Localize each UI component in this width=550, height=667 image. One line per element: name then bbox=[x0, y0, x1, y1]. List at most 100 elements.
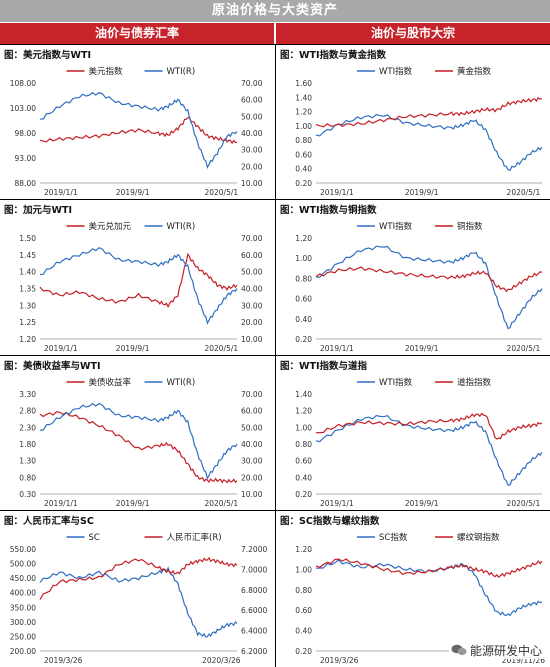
right-tick-label: 10.00 bbox=[241, 335, 263, 344]
left-tick-label: 103.00 bbox=[10, 104, 36, 113]
x-tick-label: 2020/5/1 bbox=[507, 344, 541, 353]
page-title: 原油价格与大类资产 bbox=[0, 0, 550, 22]
left-tick-label: 1.20 bbox=[295, 108, 312, 117]
left-tick-label: 98.00 bbox=[15, 129, 37, 138]
x-tick-label: 2020/3/26 bbox=[202, 656, 241, 665]
right-tick-label: 30.00 bbox=[241, 457, 263, 466]
legend: 美元兑加元 WTI(R) bbox=[66, 221, 195, 232]
right-tick-label: 20.00 bbox=[241, 162, 263, 171]
wechat-icon bbox=[451, 644, 467, 656]
x-tick-label: 2019/1/1 bbox=[320, 344, 354, 353]
legend-label: WTI(R) bbox=[167, 378, 196, 388]
left-tick-label: 0.80 bbox=[19, 473, 36, 482]
left-tick-label: 0.20 bbox=[295, 490, 312, 499]
x-tick-label: 2019/1/1 bbox=[44, 344, 78, 353]
series-line-WTI指数 bbox=[315, 113, 543, 172]
chart-title: 图：人民币汇率与SC bbox=[4, 515, 94, 527]
right-tick-label: 20.00 bbox=[241, 473, 263, 482]
row-divider bbox=[0, 44, 550, 45]
left-tick-label: 0.80 bbox=[295, 136, 312, 145]
x-tick-label: 2019/1/1 bbox=[44, 188, 78, 197]
left-tick-label: 1.00 bbox=[295, 122, 312, 131]
chart-svg-cny-sc: 图：人民币汇率与SC SC 人民币汇率(R) 550.00 500.00 450.00 40… bbox=[4, 515, 267, 665]
left-tick-label: 1.00 bbox=[295, 254, 312, 263]
legend-label: WTI指数 bbox=[379, 66, 413, 77]
legend-label: WTI(R) bbox=[167, 67, 196, 77]
left-tick-label: 0.30 bbox=[19, 490, 36, 499]
right-tick-label: 20.00 bbox=[241, 318, 263, 327]
right-tick-label: 30.00 bbox=[241, 301, 263, 310]
left-tick-label: 1.40 bbox=[295, 93, 312, 102]
left-tick-label: 108.00 bbox=[10, 79, 36, 88]
row-divider bbox=[0, 199, 550, 200]
x-tick-label: 2020/5/1 bbox=[204, 188, 238, 197]
series-line-SC指数 bbox=[315, 559, 543, 617]
right-tick-label: 50.00 bbox=[241, 268, 263, 277]
right-tick-label: 6.8000 bbox=[241, 586, 267, 595]
legend-label: 美元兑加元 bbox=[89, 221, 132, 232]
left-tick-label: 1.45 bbox=[19, 251, 36, 260]
left-tick-label: 0.60 bbox=[295, 606, 312, 615]
series-line-SC bbox=[39, 566, 238, 638]
left-tick-label: 0.40 bbox=[295, 315, 312, 324]
left-tick-label: 300.00 bbox=[10, 618, 36, 627]
chart-svg-ust-wti: 图：美债收益率与WTI 美债收益率 WTI(R) 3.30 2.80 2.30 1.80 1.… bbox=[4, 360, 263, 508]
right-tick-label: 40.00 bbox=[241, 129, 263, 138]
chart-svg-cad-wti: 图：加元与WTI 美元兑加元 WTI(R) 1.50 1.45 1.40 1.35 1.30 1… bbox=[4, 204, 263, 353]
series-line-美元指数 bbox=[39, 116, 238, 145]
legend-label: SC bbox=[89, 533, 100, 543]
legend-label: 美债收益率 bbox=[89, 377, 132, 388]
legend: SC指数 螺纹钢指数 bbox=[357, 532, 500, 543]
left-tick-label: 0.20 bbox=[295, 335, 312, 344]
x-tick-label: 2019/9/1 bbox=[116, 188, 150, 197]
left-tick-label: 0.80 bbox=[295, 440, 312, 449]
chart-title: 图：加元与WTI bbox=[4, 204, 72, 216]
right-tick-label: 6.2000 bbox=[241, 647, 267, 656]
left-tick-label: 200.00 bbox=[10, 647, 36, 656]
right-tick-label: 40.00 bbox=[241, 285, 263, 294]
right-tick-label: 10.00 bbox=[241, 490, 263, 499]
right-tick-label: 70.00 bbox=[241, 390, 263, 399]
right-tick-label: 50.00 bbox=[241, 112, 263, 121]
right-column-header: 油价与股市大宗 bbox=[276, 23, 550, 44]
chart-title: 图：WTI指数与黄金指数 bbox=[280, 49, 386, 61]
series-line-美债收益率 bbox=[39, 411, 238, 484]
chart-svg-sc-rebar: 图：SC指数与螺纹指数 SC指数 螺纹钢指数 1.20 1.00 0.80 0.60 0.40… bbox=[280, 515, 545, 665]
x-tick-label: 2020/5/1 bbox=[507, 499, 541, 508]
left-tick-label: 0.40 bbox=[295, 627, 312, 636]
right-tick-label: 10.00 bbox=[241, 179, 263, 188]
left-tick-label: 0.40 bbox=[295, 473, 312, 482]
left-tick-label: 93.00 bbox=[15, 154, 37, 163]
x-tick-label: 2019/11/26 bbox=[502, 656, 545, 665]
chart-panel-wti-dow: 图：WTI指数与道指 WTI指数 道指指数 1.40 1.20 1.00 0.80 0.60 0… bbox=[276, 356, 550, 510]
legend-label: 美元指数 bbox=[89, 66, 124, 77]
series-line-人民币汇率(R) bbox=[39, 556, 238, 600]
left-tick-label: 1.35 bbox=[19, 285, 36, 294]
right-tick-label: 7.0000 bbox=[241, 565, 267, 574]
series-line-WTI指数 bbox=[315, 414, 543, 486]
left-tick-label: 550.00 bbox=[10, 545, 36, 554]
left-tick-label: 350.00 bbox=[10, 603, 36, 612]
series-line-铜指数 bbox=[315, 266, 543, 293]
x-tick-label: 2019/9/1 bbox=[116, 499, 150, 508]
watermark-text: 能源研发中心 bbox=[469, 644, 542, 658]
x-tick-label: 2019/1/1 bbox=[320, 499, 354, 508]
chart-panel-cny-sc: 图：人民币汇率与SC SC 人民币汇率(R) 550.00 500.00 450.00 40… bbox=[0, 511, 275, 667]
x-tick-label: 2020/5/1 bbox=[204, 499, 238, 508]
left-tick-label: 0.80 bbox=[295, 274, 312, 283]
legend: WTI指数 黄金指数 bbox=[357, 66, 492, 77]
chart-panel-cad-wti: 图：加元与WTI 美元兑加元 WTI(R) 1.50 1.45 1.40 1.35 1.30 1… bbox=[0, 200, 275, 355]
chart-svg-wti-gold: 图：WTI指数与黄金指数 WTI指数 黄金指数 1.60 1.40 1.20 1.00 0.8… bbox=[280, 49, 543, 197]
row-divider bbox=[0, 355, 550, 356]
left-tick-label: 1.20 bbox=[295, 545, 312, 554]
x-tick-label: 2019/9/1 bbox=[116, 344, 150, 353]
legend-label: WTI指数 bbox=[379, 377, 413, 388]
legend-label: SC指数 bbox=[379, 532, 408, 543]
right-tick-label: 50.00 bbox=[241, 423, 263, 432]
left-tick-label: 2.30 bbox=[19, 423, 36, 432]
legend: 美元指数 WTI(R) bbox=[66, 66, 196, 77]
series-line-WTI(R) bbox=[39, 246, 238, 325]
left-tick-label: 0.60 bbox=[295, 295, 312, 304]
watermark: 能源研发中心 bbox=[448, 642, 544, 659]
